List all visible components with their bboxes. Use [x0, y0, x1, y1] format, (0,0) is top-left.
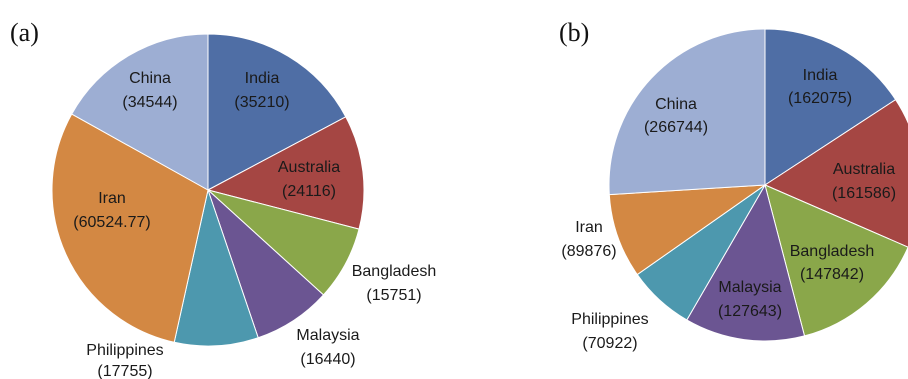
slice-value-iran-b: (89876)	[561, 243, 616, 260]
pie-slice-australia-b	[763, 98, 908, 248]
pie-slice-china-b	[608, 28, 766, 196]
slice-value-malaysia-a: (16440)	[300, 351, 355, 368]
slice-label-group-iran-b: Iran (89876)	[561, 219, 616, 260]
slice-value-india-a: (35210)	[234, 94, 289, 111]
slice-value-india-b: (162075)	[788, 90, 852, 107]
slice-label-group-china-a: China (34544)	[122, 70, 177, 111]
slice-value-philippines-b: (70922)	[582, 335, 637, 352]
slice-label-bangladesh-a: Bangladesh	[352, 263, 437, 280]
slice-label-group-iran-a: Iran (60524.77)	[73, 190, 150, 231]
slice-label-malaysia-b: Malaysia	[718, 279, 781, 296]
slice-value-malaysia-b: (127643)	[718, 303, 782, 320]
panel-label-a: (a)	[10, 18, 39, 47]
pie-slice-china-a	[71, 33, 209, 191]
slice-label-australia-a: Australia	[278, 159, 340, 176]
pie-slices-b	[608, 28, 908, 342]
slice-label-group-philippines-b: Philippines (70922)	[571, 311, 648, 352]
slice-label-china-a: China	[129, 70, 171, 87]
pie-slice-bangladesh-b	[764, 184, 908, 337]
slice-label-group-bangladesh-b: Bangladesh (147842)	[790, 243, 875, 283]
slice-label-china-b: China	[655, 96, 697, 113]
slice-label-bangladesh-b: Bangladesh	[790, 243, 875, 260]
slice-value-bangladesh-a: (15751)	[366, 287, 421, 304]
slice-label-india-b: India	[803, 67, 838, 84]
slice-label-philippines-a: Philippines	[86, 342, 163, 359]
pie-chart-b: (b) India (162075) Australia (161586) Ba…	[559, 18, 908, 352]
slice-label-group-india-a: India (35210)	[234, 70, 289, 111]
pie-slice-philippines-a	[173, 188, 259, 347]
slice-value-bangladesh-b: (147842)	[800, 266, 864, 283]
pie-slices-a	[51, 33, 365, 347]
panel-label-b: (b)	[559, 18, 589, 47]
slice-label-group-bangladesh-a: Bangladesh (15751)	[352, 263, 437, 304]
pie-chart-a: (a) India (35210) Australia (24116) Bang…	[10, 18, 436, 379]
pie-slice-malaysia-b	[686, 183, 806, 342]
pie-slice-india-b	[764, 28, 897, 186]
slice-label-group-malaysia-a: Malaysia (16440)	[296, 327, 359, 368]
slice-value-iran-a: (60524.77)	[73, 214, 150, 231]
slice-value-australia-b: (161586)	[832, 185, 896, 202]
slice-value-china-b: (266744)	[644, 119, 708, 136]
slice-label-philippines-b: Philippines	[571, 311, 648, 328]
pie-slice-iran-a	[51, 113, 209, 343]
slice-label-group-philippines-a: Philippines (17755)	[86, 342, 163, 379]
slice-value-china-a: (34544)	[122, 94, 177, 111]
slice-label-group-australia-a: Australia (24116)	[278, 159, 340, 200]
pie-slice-australia-a	[206, 116, 365, 230]
slice-label-group-malaysia-b: Malaysia (127643)	[718, 279, 782, 320]
slice-label-iran-a: Iran	[98, 190, 126, 207]
slice-label-group-india-b: India (162075)	[788, 67, 852, 107]
slice-label-iran-b: Iran	[575, 219, 603, 236]
slice-label-group-australia-b: Australia (161586)	[832, 161, 896, 202]
pie-slice-iran-b	[608, 184, 767, 276]
slice-label-malaysia-a: Malaysia	[296, 327, 359, 344]
slice-label-india-a: India	[245, 70, 280, 87]
slice-label-australia-b: Australia	[833, 161, 895, 178]
slice-value-philippines-a: (17755)	[97, 363, 152, 379]
pie-slice-india-a	[207, 33, 347, 191]
slice-value-australia-a: (24116)	[282, 183, 336, 200]
slice-label-group-china-b: China (266744)	[644, 96, 708, 136]
